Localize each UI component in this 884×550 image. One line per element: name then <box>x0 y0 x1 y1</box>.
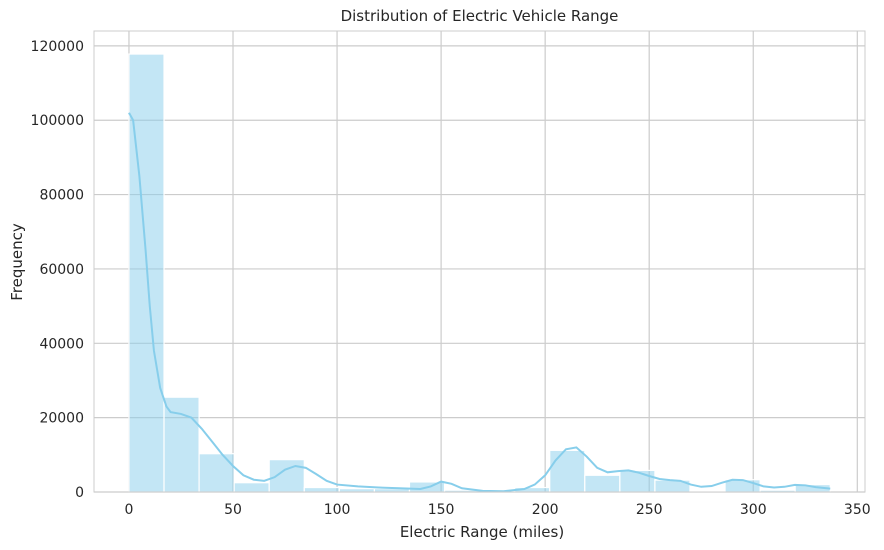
grid-lines <box>94 31 865 493</box>
x-tick-label: 200 <box>532 502 559 518</box>
x-tick-label: 150 <box>428 502 455 518</box>
x-tick-label: 50 <box>224 502 242 518</box>
y-tick-label: 0 <box>75 485 84 501</box>
histogram-bar <box>233 482 270 493</box>
histogram-bar <box>584 474 621 493</box>
histogram-bar <box>619 469 656 493</box>
x-tick-labels: 0 50 100 150 200 250 300 350 <box>124 502 870 518</box>
x-tick-label: 250 <box>636 502 663 518</box>
x-tick-label: 300 <box>740 502 767 518</box>
y-tick-label: 40000 <box>39 336 84 352</box>
histogram-bar <box>303 486 340 493</box>
kde-curve <box>128 112 831 493</box>
x-tick-label: 0 <box>124 502 133 518</box>
y-axis-label: Frequency <box>8 223 26 301</box>
y-tick-labels: 0 20000 40000 60000 80000 100000 120000 <box>31 39 84 501</box>
y-tick-label: 100000 <box>31 113 84 129</box>
histogram-bar <box>338 488 376 493</box>
plot-background <box>94 31 865 492</box>
x-tick-label: 350 <box>844 502 871 518</box>
y-tick-label: 60000 <box>39 262 84 278</box>
histogram-bar <box>724 479 761 493</box>
x-axis-label: Electric Range (miles) <box>400 523 564 541</box>
histogram-bar <box>268 459 305 493</box>
histogram-bar <box>549 449 586 493</box>
y-tick-label: 80000 <box>39 188 84 204</box>
x-tick-label: 100 <box>324 502 351 518</box>
y-tick-label: 20000 <box>39 411 84 427</box>
histogram-bar <box>163 396 200 493</box>
y-tick-label: 120000 <box>31 39 84 55</box>
plot-frame <box>93 30 866 493</box>
chart-title: Distribution of Electric Vehicle Range <box>341 7 619 25</box>
histogram-bar <box>198 453 235 493</box>
